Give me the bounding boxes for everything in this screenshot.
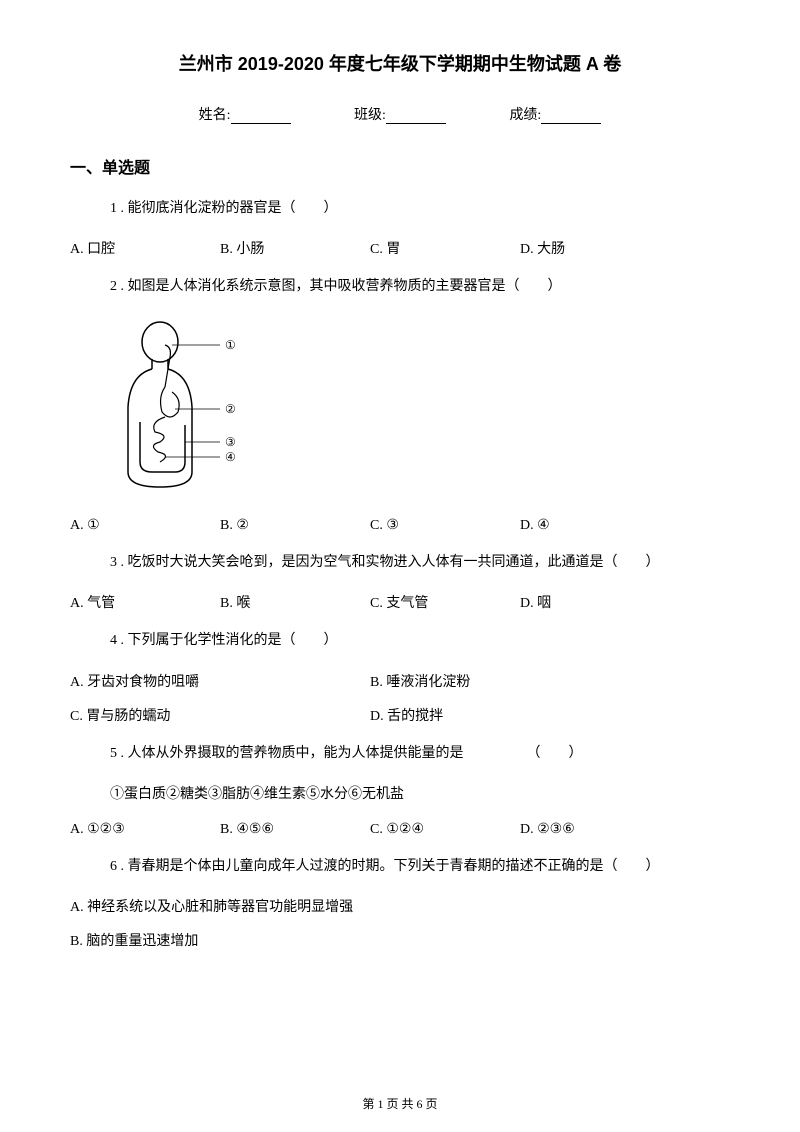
q2-opt-d: D. ④	[520, 517, 670, 534]
diagram-label-3: ③	[225, 435, 236, 449]
q5-sub: ①蛋白质②糖类③脂肪④维生素⑤水分⑥无机盐	[70, 783, 730, 803]
exam-title: 兰州市 2019-2020 年度七年级下学期期中生物试题 A 卷	[70, 50, 730, 76]
q4-options: A. 牙齿对食物的咀嚼 B. 唾液消化淀粉 C. 胃与肠的蠕动 D. 舌的搅拌	[70, 671, 730, 725]
q5-options: A. ①②③ B. ④⑤⑥ C. ①②④ D. ②③⑥	[70, 821, 730, 838]
page-footer: 第 1 页 共 6 页	[0, 1095, 800, 1112]
q1-text: 1 . 能彻底消化淀粉的器官是（ ）	[70, 198, 730, 220]
class-label: 班级:	[354, 108, 386, 123]
q1-opt-c: C. 胃	[370, 238, 520, 258]
q3-opt-d: D. 咽	[520, 592, 670, 612]
q3-options: A. 气管 B. 喉 C. 支气管 D. 咽	[70, 592, 730, 612]
q4-opt-d: D. 舌的搅拌	[370, 705, 670, 725]
score-label: 成绩:	[509, 108, 541, 123]
q4-opt-b: B. 唾液消化淀粉	[370, 671, 670, 691]
q1-opt-a: A. 口腔	[70, 238, 220, 258]
diagram-label-1: ①	[225, 338, 236, 352]
q1-opt-b: B. 小肠	[220, 238, 370, 258]
class-field: 班级:	[354, 104, 446, 124]
q1-options: A. 口腔 B. 小肠 C. 胃 D. 大肠	[70, 238, 730, 258]
q2-opt-b: B. ②	[220, 517, 370, 534]
section-title: 一、单选题	[70, 154, 730, 178]
score-field: 成绩:	[509, 104, 601, 124]
q3-opt-b: B. 喉	[220, 592, 370, 612]
name-field: 姓名:	[199, 104, 291, 124]
q5-opt-d: D. ②③⑥	[520, 821, 670, 838]
q6-text: 6 . 青春期是个体由儿童向成年人过渡的时期。下列关于青春期的描述不正确的是（ …	[70, 856, 730, 878]
q2-opt-c: C. ③	[370, 517, 520, 534]
info-row: 姓名: 班级: 成绩:	[70, 104, 730, 124]
q6-opt-a: A. 神经系统以及心脏和肺等器官功能明显增强	[70, 896, 730, 916]
q5-opt-c: C. ①②④	[370, 821, 520, 838]
q4-text: 4 . 下列属于化学性消化的是（ ）	[70, 630, 730, 652]
q5-opt-a: A. ①②③	[70, 821, 220, 838]
q3-opt-c: C. 支气管	[370, 592, 520, 612]
digestive-diagram: ① ② ③ ④	[110, 317, 260, 497]
q3-text: 3 . 吃饭时大说大笑会呛到，是因为空气和实物进入人体有一共同通道，此通道是（ …	[70, 552, 730, 574]
diagram-label-4: ④	[225, 450, 236, 464]
q1-opt-d: D. 大肠	[520, 238, 670, 258]
diagram-label-2: ②	[225, 402, 236, 416]
q5-text: 5 . 人体从外界摄取的营养物质中，能为人体提供能量的是 （ ）	[70, 743, 730, 765]
q5-opt-b: B. ④⑤⑥	[220, 821, 370, 838]
class-underline	[386, 110, 446, 124]
name-label: 姓名:	[199, 108, 231, 123]
q2-opt-a: A. ①	[70, 517, 220, 534]
q3-opt-a: A. 气管	[70, 592, 220, 612]
q6-opt-b: B. 脑的重量迅速增加	[70, 930, 730, 950]
name-underline	[231, 110, 291, 124]
q4-opt-c: C. 胃与肠的蠕动	[70, 705, 370, 725]
q4-opt-a: A. 牙齿对食物的咀嚼	[70, 671, 370, 691]
q2-text: 2 . 如图是人体消化系统示意图，其中吸收营养物质的主要器官是（ ）	[70, 276, 730, 298]
q2-options: A. ① B. ② C. ③ D. ④	[70, 517, 730, 534]
score-underline	[541, 110, 601, 124]
